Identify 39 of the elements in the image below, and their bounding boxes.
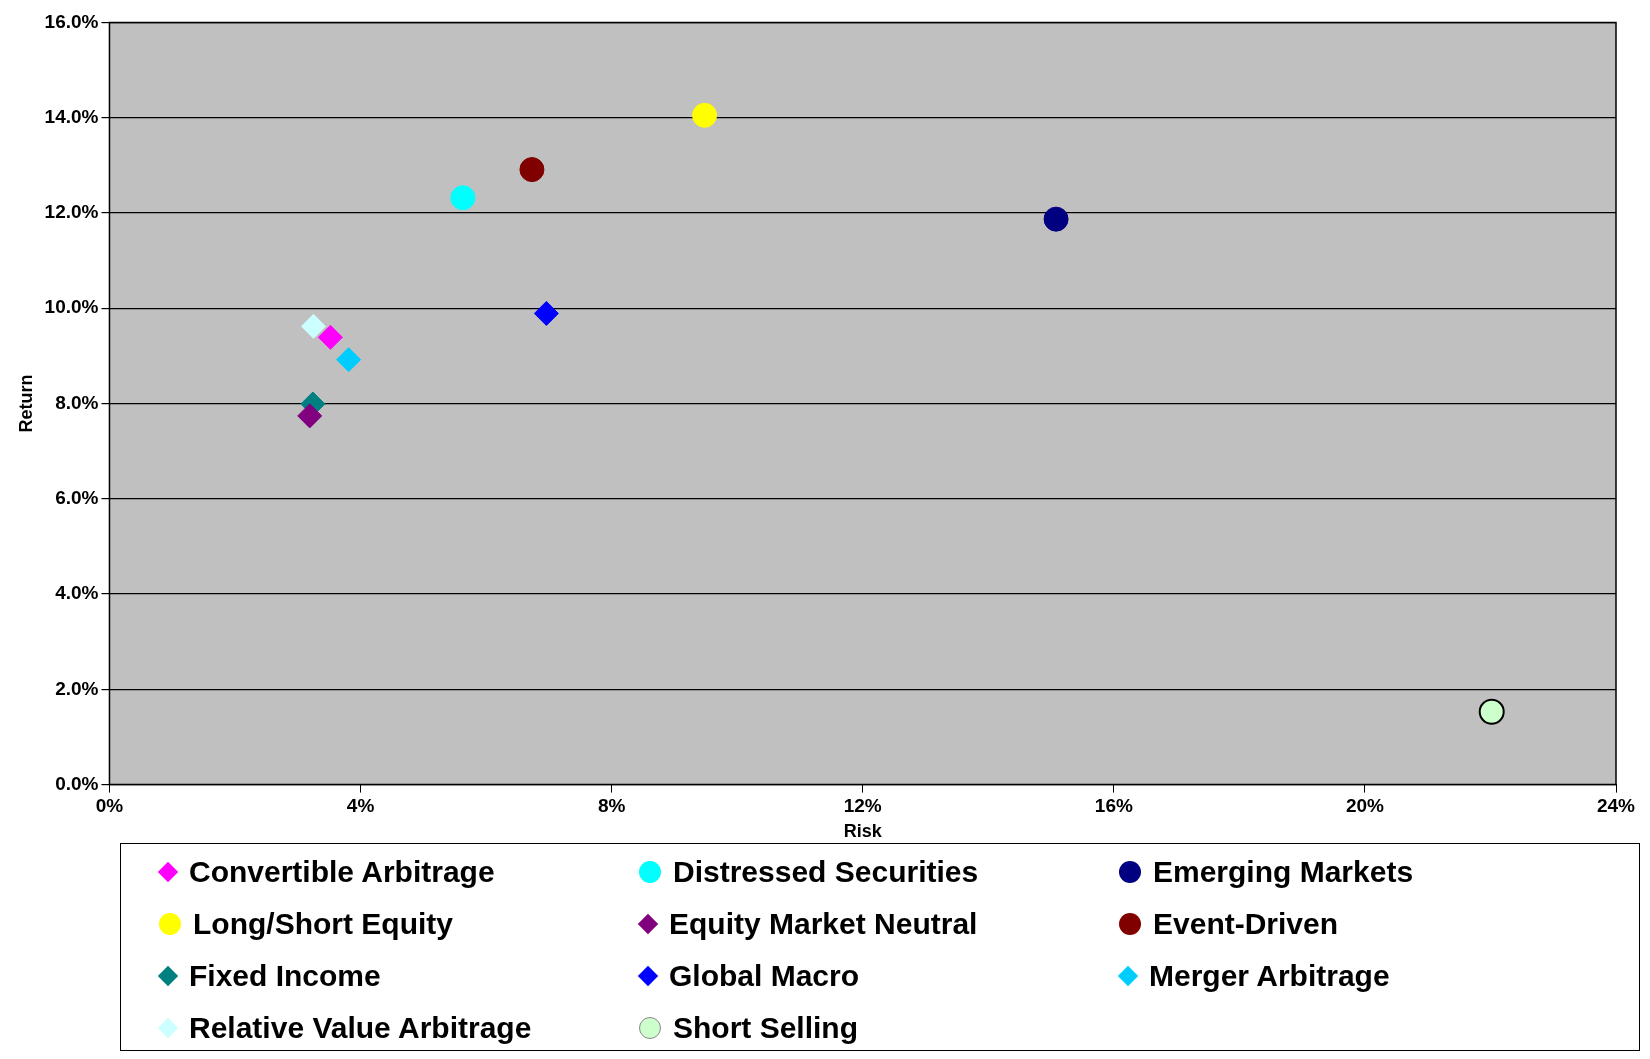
legend-label: Global Macro: [669, 959, 860, 993]
legend-label: Event-Driven: [1153, 907, 1339, 941]
x-axis-title: Risk: [843, 821, 883, 842]
y-tick-label: 14.0%: [44, 105, 99, 127]
y-tick-label: 0.0%: [55, 772, 99, 794]
point: [317, 324, 343, 350]
x-tick-label: 20%: [1345, 795, 1385, 817]
legend-label: Distressed Securities: [673, 855, 979, 889]
y-tick-label: 2.0%: [55, 677, 99, 699]
y-tick-label: 10.0%: [44, 296, 99, 318]
point: [1043, 206, 1069, 232]
x-tick-label: 4%: [346, 795, 375, 817]
legend-label: Fixed Income: [189, 959, 381, 993]
y-axis-title: Return: [15, 374, 36, 433]
point: [297, 403, 323, 429]
point: [300, 313, 326, 339]
y-tick-label: 16.0%: [44, 10, 99, 32]
y-tick-label: 8.0%: [55, 391, 99, 413]
x-tick-label: 12%: [843, 795, 882, 817]
point: [533, 300, 559, 326]
point: [336, 347, 362, 373]
x-tick-label: 8%: [597, 795, 626, 817]
point: [692, 102, 718, 128]
x-tick-label: 0%: [95, 795, 124, 817]
legend-label: Equity Market Neutral: [669, 907, 978, 941]
x-tick-label: 16%: [1094, 795, 1133, 817]
legend-label: Short Selling: [673, 1011, 859, 1045]
y-tick-label: 12.0%: [44, 201, 99, 223]
y-tick-label: 6.0%: [55, 487, 99, 509]
legend-label: Emerging Markets: [1153, 855, 1414, 889]
legend-label: Convertible Arbitrage: [189, 855, 495, 889]
y-tick-label: 4.0%: [55, 582, 99, 604]
point: [1478, 698, 1505, 725]
legend-label: Merger Arbitrage: [1149, 959, 1390, 993]
legend-label: Relative Value Arbitrage: [189, 1011, 532, 1045]
x-tick-label: 24%: [1596, 795, 1636, 817]
legend-label: Long/Short Equity: [193, 907, 453, 941]
point: [519, 157, 545, 183]
point: [450, 185, 476, 211]
